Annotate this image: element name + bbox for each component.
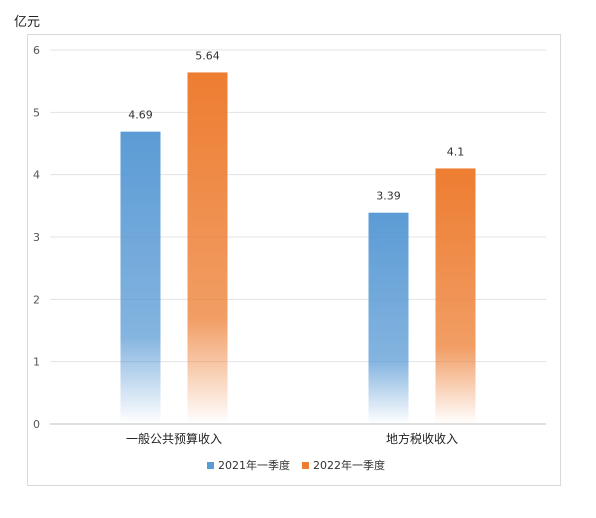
bar-2-1 [187, 72, 228, 424]
category-label: 地方税收收入 [386, 431, 458, 446]
category-label: 一般公共预算收入 [126, 431, 222, 446]
data-label: 3.39 [376, 190, 401, 203]
y-tick-label: 6 [33, 44, 40, 57]
data-label: 4.1 [447, 145, 465, 158]
y-axis-unit-label: 亿元 [14, 15, 41, 30]
y-tick-label: 1 [33, 356, 40, 369]
y-tick-label: 4 [33, 169, 40, 182]
bar-2-2 [435, 168, 476, 424]
y-tick-label: 5 [33, 106, 40, 119]
y-tick-label: 0 [33, 418, 40, 431]
data-label: 4.69 [128, 109, 153, 122]
bar-1-2 [368, 212, 409, 424]
legend-swatch [207, 462, 214, 469]
legend-label: 2022年一季度 [313, 458, 385, 472]
legend-label: 2021年一季度 [218, 458, 290, 472]
legend-swatch [302, 462, 309, 469]
y-tick-label: 3 [33, 231, 40, 244]
chart-frame [27, 34, 561, 486]
y-tick-label: 2 [33, 293, 40, 306]
data-label: 5.64 [195, 49, 220, 62]
bar-1-1 [120, 131, 161, 424]
